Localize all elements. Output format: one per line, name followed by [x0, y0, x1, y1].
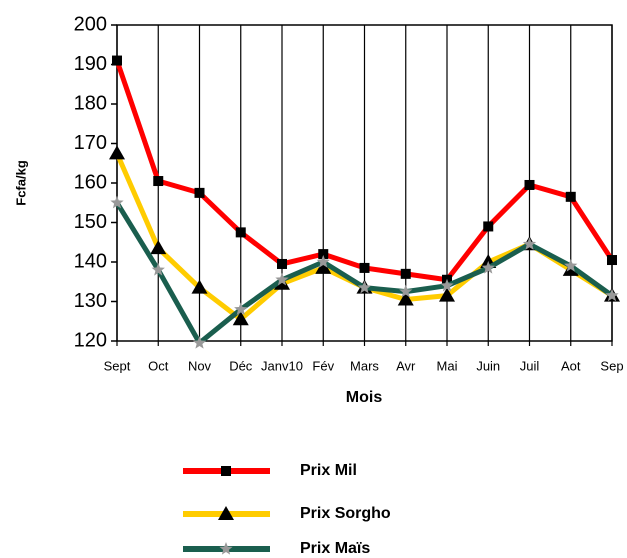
data-point: [194, 187, 205, 198]
data-point: [315, 259, 332, 274]
data-point: [481, 260, 495, 274]
data-point: [359, 262, 370, 273]
data-point: [400, 268, 411, 279]
x-tick-label: Sept: [104, 358, 131, 373]
x-tick-label: Juin: [476, 358, 500, 373]
legend-label: Prix Maïs: [300, 540, 370, 557]
data-point: [522, 237, 537, 250]
data-point: [439, 287, 455, 302]
data-point: [316, 255, 330, 268]
data-point: [235, 227, 246, 238]
data-point: [397, 291, 414, 306]
data-point: [191, 279, 208, 294]
x-tick-label: Fév: [312, 358, 334, 373]
y-tick-label: 190: [74, 53, 107, 75]
data-point: [151, 262, 165, 276]
data-point: [192, 335, 207, 349]
legend-marker: [221, 466, 231, 476]
data-point: [275, 272, 289, 286]
data-point: [110, 195, 124, 209]
legend-label: Prix Sorgho: [300, 505, 391, 522]
data-point: [153, 176, 164, 187]
data-point: [607, 255, 617, 266]
data-point: [112, 55, 122, 66]
y-tick-label: 200: [74, 13, 107, 35]
data-point: [318, 249, 329, 260]
y-tick-label: 180: [74, 92, 107, 114]
data-point: [277, 258, 287, 269]
x-tick-label: Oct: [148, 358, 169, 373]
x-tick-label: Juil: [520, 358, 540, 373]
legend-label: Prix Mil: [300, 462, 357, 479]
x-tick-label: Aot: [561, 358, 581, 373]
data-point: [564, 258, 578, 272]
data-point: [483, 221, 494, 232]
y-tick-label: 150: [74, 211, 107, 233]
x-tick-label: Déc: [229, 358, 253, 373]
data-point: [232, 311, 249, 326]
x-axis-label: Mois: [346, 389, 383, 406]
x-tick-label: Mars: [350, 358, 379, 373]
y-axis-label: Fcfa/kg: [13, 160, 28, 206]
legend-marker: [219, 542, 233, 555]
data-point: [565, 191, 576, 202]
x-tick-label: Janv10: [261, 358, 303, 373]
y-tick-label: 140: [74, 250, 107, 272]
data-point: [399, 284, 413, 298]
x-tick-label: Nov: [188, 358, 212, 373]
data-point: [150, 240, 167, 255]
x-tick-label: Avr: [396, 358, 416, 373]
y-tick-label: 160: [74, 171, 107, 193]
legend-marker: [218, 506, 234, 520]
data-point: [524, 179, 535, 190]
data-point: [109, 145, 125, 160]
data-point: [605, 288, 619, 302]
y-tick-label: 120: [74, 329, 107, 351]
x-tick-label: Sep: [600, 358, 623, 373]
data-point: [357, 280, 372, 294]
y-tick-label: 170: [74, 132, 107, 154]
x-tick-label: Mai: [437, 358, 458, 373]
data-point: [234, 302, 248, 316]
data-point: [440, 278, 454, 292]
y-tick-label: 130: [74, 290, 107, 312]
